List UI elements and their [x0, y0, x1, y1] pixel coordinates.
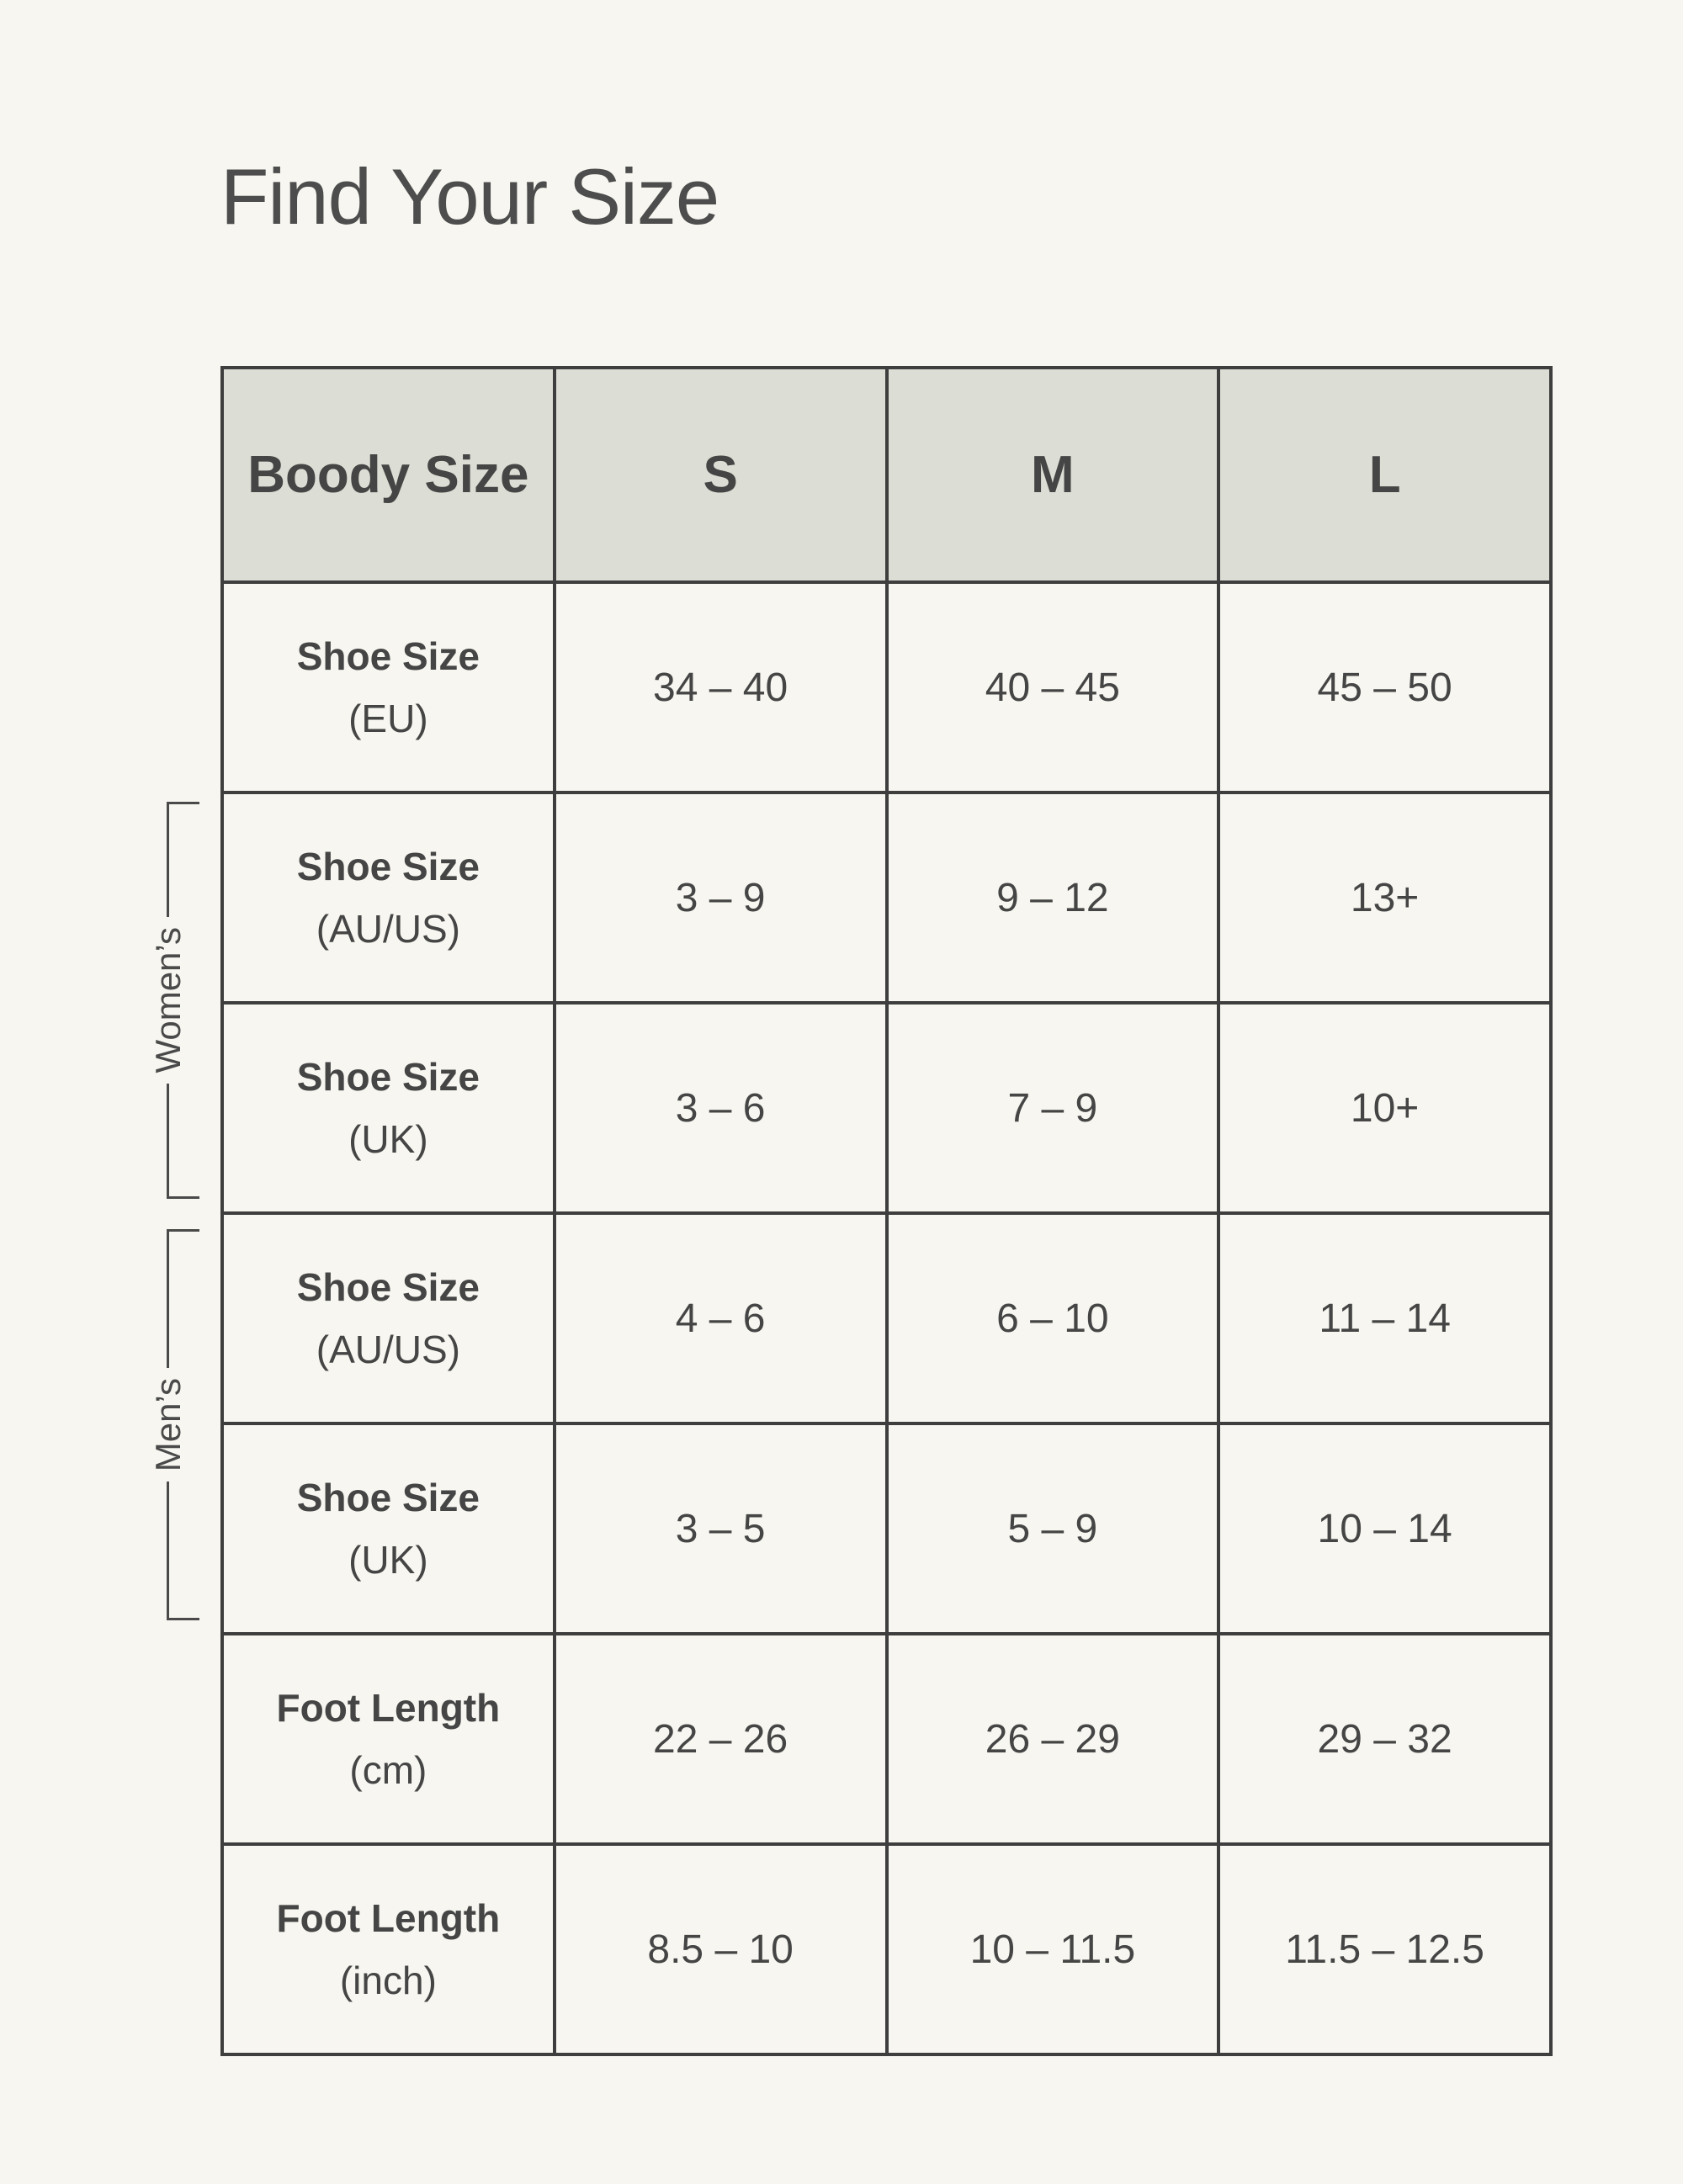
row-sublabel-text: (UK) [348, 1117, 428, 1161]
mens-group-label: Men’s [148, 1377, 188, 1472]
size-chart-table: Boody Size S M L Shoe Size (EU) 34 – 40 … [220, 366, 1553, 2056]
row-label-shoe-size-uk-womens: Shoe Size (UK) [220, 1001, 556, 1215]
row-label-shoe-size-auus-womens: Shoe Size (AU/US) [220, 791, 556, 1005]
cell-auus-womens-l: 13+ [1217, 791, 1553, 1005]
table-row-foot-length-inch: Foot Length (inch) 8.5 – 10 10 – 11.5 11… [220, 1842, 1553, 2056]
row-label-text: Shoe Size [296, 1476, 480, 1519]
cell-uk-mens-s: 3 – 5 [552, 1422, 889, 1635]
table-row-shoe-size-auus-mens: Shoe Size (AU/US) 4 – 6 6 – 10 11 – 14 [220, 1211, 1553, 1425]
row-label-text: Foot Length [276, 1686, 501, 1730]
table-row-foot-length-cm: Foot Length (cm) 22 – 26 26 – 29 29 – 32 [220, 1632, 1553, 1846]
row-sublabel-text: (AU/US) [316, 1328, 460, 1371]
mens-bracket-bottom-line [167, 1482, 199, 1620]
row-label-foot-length-inch: Foot Length (inch) [220, 1842, 556, 2056]
cell-foot-inch-m: 10 – 11.5 [884, 1842, 1221, 2056]
table-row-shoe-size-eu: Shoe Size (EU) 34 – 40 40 – 45 45 – 50 [220, 580, 1553, 794]
cell-eu-l: 45 – 50 [1217, 580, 1553, 794]
cell-foot-cm-s: 22 – 26 [552, 1632, 889, 1846]
cell-foot-cm-m: 26 – 29 [884, 1632, 1221, 1846]
row-sublabel-text: (inch) [339, 1959, 437, 2002]
row-label-foot-length-cm: Foot Length (cm) [220, 1632, 556, 1846]
table-header-row: Boody Size S M L [220, 366, 1553, 584]
cell-foot-inch-l: 11.5 – 12.5 [1217, 1842, 1553, 2056]
womens-group-bracket: Women’s [148, 802, 199, 1199]
row-label-shoe-size-uk-mens: Shoe Size (UK) [220, 1422, 556, 1635]
cell-auus-womens-s: 3 – 9 [552, 791, 889, 1005]
header-cell-size-m: M [884, 366, 1221, 584]
womens-bracket-top-line [167, 802, 199, 918]
row-label-text: Shoe Size [296, 634, 480, 678]
cell-uk-womens-m: 7 – 9 [884, 1001, 1221, 1215]
mens-group-bracket: Men’s [148, 1229, 199, 1620]
cell-foot-cm-l: 29 – 32 [1217, 1632, 1553, 1846]
cell-auus-womens-m: 9 – 12 [884, 791, 1221, 1005]
womens-bracket-bottom-line [167, 1083, 199, 1199]
cell-foot-inch-s: 8.5 – 10 [552, 1842, 889, 2056]
mens-bracket-top-line [167, 1229, 199, 1368]
row-label-text: Shoe Size [296, 1265, 480, 1309]
table-row-shoe-size-uk-womens: Shoe Size (UK) 3 – 6 7 – 9 10+ [220, 1001, 1553, 1215]
page-title: Find Your Size [220, 152, 719, 241]
cell-uk-mens-m: 5 – 9 [884, 1422, 1221, 1635]
row-sublabel-text: (AU/US) [316, 907, 460, 951]
row-label-text: Foot Length [276, 1896, 501, 1940]
cell-eu-s: 34 – 40 [552, 580, 889, 794]
header-cell-boody-size: Boody Size [220, 366, 556, 584]
cell-uk-womens-l: 10+ [1217, 1001, 1553, 1215]
header-cell-size-s: S [552, 366, 889, 584]
row-label-shoe-size-auus-mens: Shoe Size (AU/US) [220, 1211, 556, 1425]
cell-auus-mens-s: 4 – 6 [552, 1211, 889, 1425]
row-sublabel-text: (UK) [348, 1538, 428, 1582]
cell-eu-m: 40 – 45 [884, 580, 1221, 794]
row-label-shoe-size-eu: Shoe Size (EU) [220, 580, 556, 794]
row-sublabel-text: (EU) [348, 697, 428, 740]
row-label-text: Shoe Size [296, 845, 480, 888]
womens-group-label: Women’s [148, 927, 188, 1073]
cell-auus-mens-l: 11 – 14 [1217, 1211, 1553, 1425]
header-cell-size-l: L [1217, 366, 1553, 584]
cell-uk-womens-s: 3 – 6 [552, 1001, 889, 1215]
row-label-text: Shoe Size [296, 1055, 480, 1099]
cell-auus-mens-m: 6 – 10 [884, 1211, 1221, 1425]
cell-uk-mens-l: 10 – 14 [1217, 1422, 1553, 1635]
row-sublabel-text: (cm) [349, 1748, 427, 1792]
table-row-shoe-size-uk-mens: Shoe Size (UK) 3 – 5 5 – 9 10 – 14 [220, 1422, 1553, 1635]
table-row-shoe-size-auus-womens: Shoe Size (AU/US) 3 – 9 9 – 12 13+ [220, 791, 1553, 1005]
